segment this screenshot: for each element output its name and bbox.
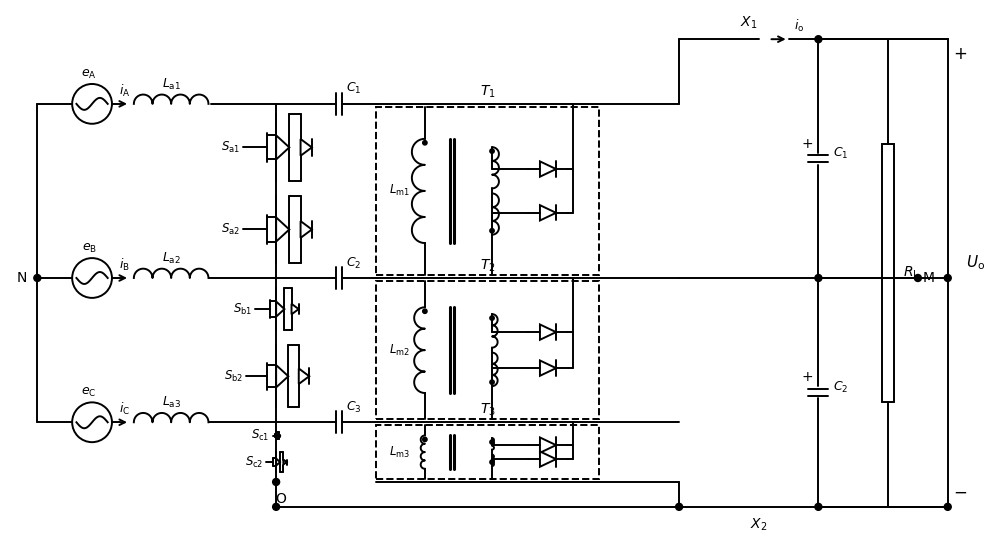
Polygon shape (540, 361, 556, 376)
Polygon shape (540, 437, 556, 453)
Text: N: N (17, 271, 27, 285)
Text: $S_{\rm b2}$: $S_{\rm b2}$ (224, 369, 243, 384)
Polygon shape (276, 365, 288, 388)
Text: $L_{\rm a2}$: $L_{\rm a2}$ (162, 251, 181, 266)
Text: $C_3$: $C_3$ (346, 400, 361, 415)
Text: $e_{\rm A}$: $e_{\rm A}$ (81, 68, 97, 81)
Polygon shape (292, 304, 299, 314)
Text: $S_{\rm c1}$: $S_{\rm c1}$ (251, 428, 270, 444)
Circle shape (490, 460, 494, 465)
Text: $T_2$: $T_2$ (480, 258, 495, 274)
Polygon shape (276, 435, 277, 437)
Polygon shape (301, 139, 312, 156)
Text: $R_{\rm L}$: $R_{\rm L}$ (903, 265, 920, 281)
Bar (376, 107, 599, 275)
Circle shape (423, 140, 427, 145)
Circle shape (914, 274, 921, 281)
Text: $C_2$: $C_2$ (346, 255, 361, 270)
Text: $X_2$: $X_2$ (750, 517, 767, 533)
Polygon shape (299, 368, 309, 384)
Text: $T_1$: $T_1$ (480, 84, 495, 100)
Text: $S_{\rm b1}$: $S_{\rm b1}$ (233, 301, 252, 317)
Circle shape (273, 478, 280, 486)
Text: $L_{\rm a3}$: $L_{\rm a3}$ (162, 395, 181, 410)
Polygon shape (540, 205, 556, 221)
Circle shape (490, 228, 494, 233)
Circle shape (490, 316, 494, 320)
Text: $e_{\rm C}$: $e_{\rm C}$ (81, 387, 97, 399)
Polygon shape (276, 458, 280, 466)
Polygon shape (301, 221, 312, 238)
Text: $C_1$: $C_1$ (346, 81, 361, 96)
Text: $+$: $+$ (953, 45, 967, 63)
Text: $+$: $+$ (801, 137, 813, 150)
Text: $C_2$: $C_2$ (833, 380, 849, 395)
Text: $L_{\rm m2}$: $L_{\rm m2}$ (389, 342, 410, 358)
Text: $S_{\rm c2}$: $S_{\rm c2}$ (245, 455, 263, 469)
Text: $C_1$: $C_1$ (833, 146, 849, 161)
Circle shape (815, 36, 822, 43)
Text: $+$: $+$ (801, 371, 813, 384)
Polygon shape (283, 460, 287, 465)
Polygon shape (276, 217, 289, 242)
Circle shape (490, 149, 494, 153)
Text: $T_3$: $T_3$ (480, 402, 495, 418)
Polygon shape (540, 451, 556, 467)
Text: $i_{\rm B}$: $i_{\rm B}$ (119, 257, 130, 273)
Polygon shape (279, 435, 280, 436)
Text: $i_{\rm A}$: $i_{\rm A}$ (119, 83, 131, 99)
Circle shape (490, 440, 494, 444)
Text: O: O (276, 492, 287, 506)
Text: $L_{\rm a1}$: $L_{\rm a1}$ (162, 77, 181, 92)
Text: $S_{\rm a2}$: $S_{\rm a2}$ (221, 222, 240, 237)
Circle shape (944, 274, 951, 281)
Text: $L_{\rm m1}$: $L_{\rm m1}$ (389, 184, 410, 199)
Circle shape (944, 503, 951, 510)
Circle shape (676, 503, 683, 510)
Text: M: M (923, 271, 935, 285)
Bar (882, 144, 894, 401)
Circle shape (423, 309, 427, 314)
Text: $L_{\rm m3}$: $L_{\rm m3}$ (389, 445, 410, 460)
Bar (376, 425, 599, 479)
Circle shape (423, 437, 427, 442)
Polygon shape (540, 161, 556, 177)
Text: $S_{\rm a1}$: $S_{\rm a1}$ (221, 140, 240, 155)
Text: $X_1$: $X_1$ (740, 15, 757, 31)
Circle shape (490, 380, 494, 384)
Polygon shape (276, 301, 284, 317)
Text: $-$: $-$ (953, 483, 967, 501)
Polygon shape (276, 135, 289, 159)
Text: $e_{\rm B}$: $e_{\rm B}$ (82, 242, 97, 255)
Polygon shape (540, 325, 556, 340)
Circle shape (273, 503, 280, 510)
Text: $i_{\rm C}$: $i_{\rm C}$ (119, 401, 130, 418)
Circle shape (815, 274, 822, 281)
Text: $i_{\rm o}$: $i_{\rm o}$ (794, 18, 804, 34)
Text: $U_{\rm o}$: $U_{\rm o}$ (966, 254, 985, 273)
Bar (376, 281, 599, 419)
Circle shape (34, 274, 41, 281)
Circle shape (815, 503, 822, 510)
